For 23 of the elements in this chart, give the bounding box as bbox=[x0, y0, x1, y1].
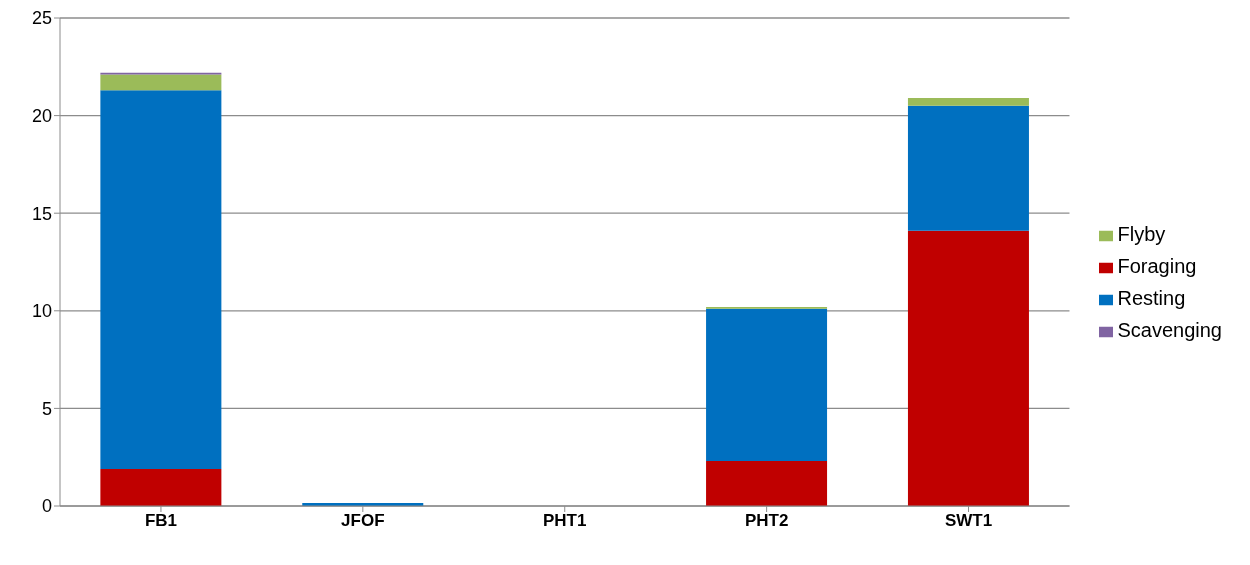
y-tick-label: 10 bbox=[31, 301, 52, 322]
legend-label: Foraging bbox=[1117, 255, 1197, 277]
bar bbox=[907, 98, 1029, 106]
bar bbox=[706, 461, 828, 506]
legend-label: Scavenging bbox=[1117, 319, 1222, 341]
bar bbox=[100, 90, 222, 469]
x-tick-label: FB1 bbox=[144, 511, 178, 531]
x-tick-label: JFOF bbox=[341, 511, 385, 531]
x-tick-label: PHT1 bbox=[543, 511, 587, 531]
bar bbox=[100, 468, 222, 506]
x-tick-label: SWT1 bbox=[944, 511, 993, 531]
bar bbox=[100, 74, 222, 91]
bar bbox=[907, 105, 1029, 231]
legend-label: Flyby bbox=[1117, 223, 1166, 245]
bar bbox=[706, 308, 828, 462]
y-tick-label: 5 bbox=[41, 398, 52, 419]
y-tick-label: 0 bbox=[41, 496, 52, 517]
y-tick-label: 15 bbox=[31, 203, 52, 224]
y-tick-label: 25 bbox=[31, 8, 52, 29]
y-tick-label: 20 bbox=[31, 105, 52, 126]
x-tick-label: PHT2 bbox=[744, 511, 789, 531]
legend-label: Resting bbox=[1117, 287, 1186, 309]
bar bbox=[907, 230, 1029, 506]
